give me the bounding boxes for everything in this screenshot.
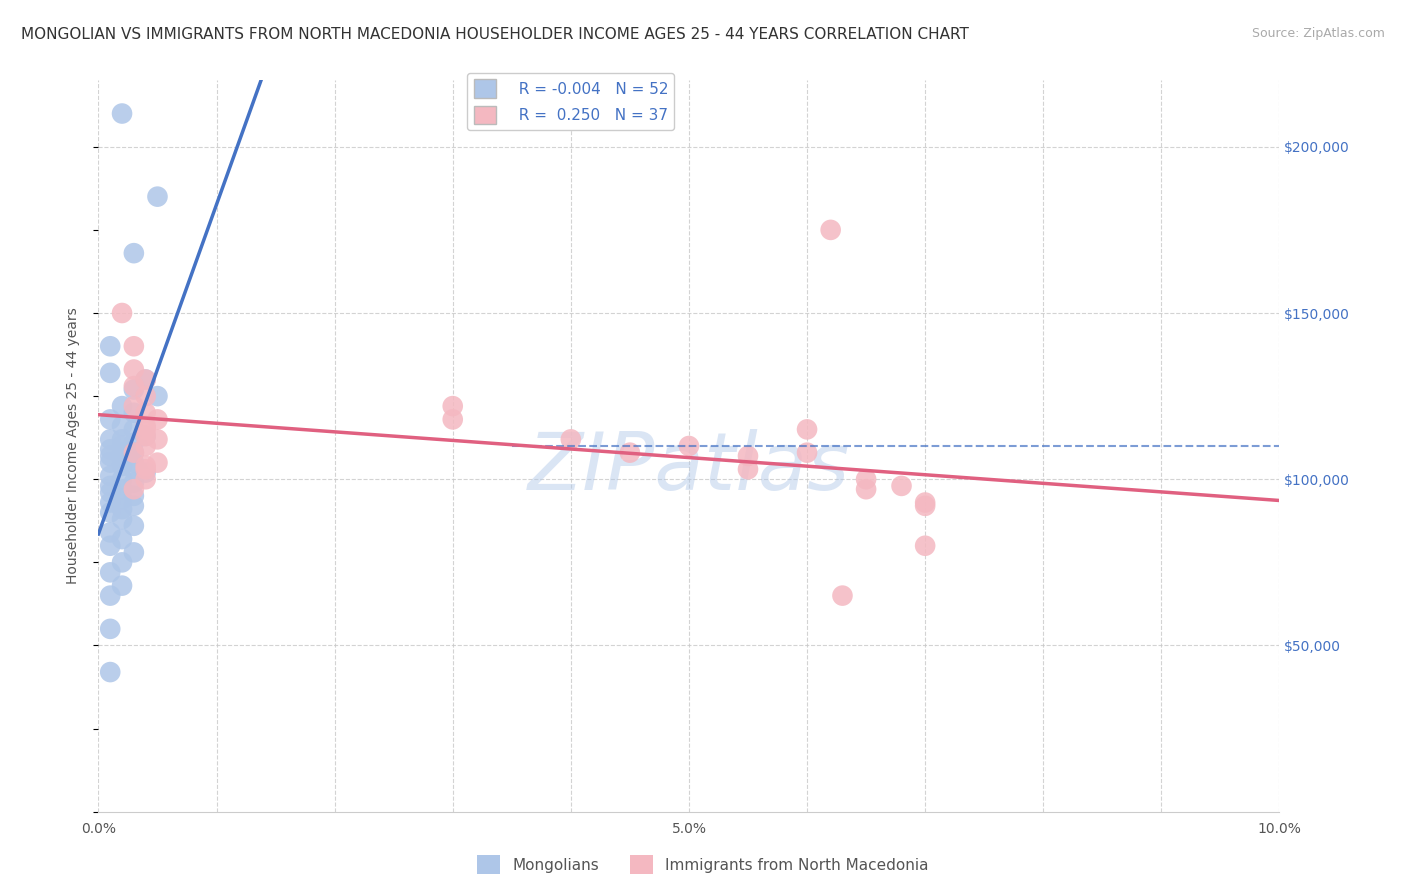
Point xyxy=(98,366,121,380)
Point xyxy=(146,433,169,447)
Point xyxy=(111,512,134,526)
Point xyxy=(111,399,134,413)
Point xyxy=(98,339,121,353)
Point xyxy=(111,419,134,434)
Point xyxy=(914,495,936,509)
Point xyxy=(441,399,464,413)
Point xyxy=(122,406,145,420)
Point xyxy=(135,458,157,473)
Point xyxy=(98,412,121,426)
Point xyxy=(122,339,145,353)
Point xyxy=(111,555,134,569)
Point xyxy=(122,456,145,470)
Point xyxy=(111,445,134,459)
Point xyxy=(122,462,145,476)
Y-axis label: Householder Income Ages 25 - 44 years: Householder Income Ages 25 - 44 years xyxy=(66,308,80,584)
Point xyxy=(98,525,121,540)
Point xyxy=(98,622,121,636)
Point xyxy=(98,469,121,483)
Point xyxy=(122,435,145,450)
Point xyxy=(890,479,912,493)
Point xyxy=(98,539,121,553)
Point xyxy=(122,489,145,503)
Point xyxy=(111,472,134,486)
Point xyxy=(122,445,145,459)
Point xyxy=(122,445,145,459)
Point xyxy=(146,456,169,470)
Point xyxy=(111,579,134,593)
Point xyxy=(135,419,157,434)
Point xyxy=(111,532,134,546)
Point xyxy=(831,589,853,603)
Point xyxy=(98,449,121,463)
Point xyxy=(135,462,157,476)
Point xyxy=(122,422,145,436)
Point xyxy=(560,433,582,447)
Point xyxy=(914,499,936,513)
Point xyxy=(146,412,169,426)
Point xyxy=(111,458,134,473)
Point xyxy=(122,482,145,496)
Point xyxy=(146,189,169,203)
Point xyxy=(122,545,145,559)
Point xyxy=(122,475,145,490)
Legend:   R = -0.004   N = 52,   R =  0.250   N = 37: R = -0.004 N = 52, R = 0.250 N = 37 xyxy=(467,73,675,130)
Point xyxy=(855,482,877,496)
Point xyxy=(98,442,121,457)
Point xyxy=(796,445,818,459)
Point xyxy=(135,429,157,443)
Point xyxy=(122,246,145,260)
Point xyxy=(135,429,157,443)
Point xyxy=(111,106,134,120)
Point xyxy=(111,482,134,496)
Point xyxy=(737,449,759,463)
Point xyxy=(796,422,818,436)
Point xyxy=(98,479,121,493)
Point xyxy=(914,539,936,553)
Point xyxy=(98,485,121,500)
Point xyxy=(98,589,121,603)
Point xyxy=(737,462,759,476)
Point xyxy=(111,433,134,447)
Legend: Mongolians, Immigrants from North Macedonia: Mongolians, Immigrants from North Macedo… xyxy=(471,849,935,880)
Text: Source: ZipAtlas.com: Source: ZipAtlas.com xyxy=(1251,27,1385,40)
Point xyxy=(678,439,700,453)
Point xyxy=(111,492,134,507)
Point xyxy=(98,456,121,470)
Point xyxy=(441,412,464,426)
Text: MONGOLIAN VS IMMIGRANTS FROM NORTH MACEDONIA HOUSEHOLDER INCOME AGES 25 - 44 YEA: MONGOLIAN VS IMMIGRANTS FROM NORTH MACED… xyxy=(21,27,969,42)
Point xyxy=(135,472,157,486)
Point xyxy=(135,466,157,480)
Point xyxy=(122,499,145,513)
Point xyxy=(146,389,169,403)
Point xyxy=(135,406,157,420)
Point xyxy=(135,439,157,453)
Point xyxy=(122,362,145,376)
Point xyxy=(98,566,121,580)
Point xyxy=(98,495,121,509)
Point xyxy=(122,518,145,533)
Point xyxy=(98,665,121,679)
Text: ZIPatlas: ZIPatlas xyxy=(527,429,851,507)
Point xyxy=(135,372,157,386)
Point xyxy=(122,399,145,413)
Point xyxy=(111,439,134,453)
Point xyxy=(98,433,121,447)
Point xyxy=(855,472,877,486)
Point xyxy=(135,389,157,403)
Point xyxy=(122,383,145,397)
Point xyxy=(111,502,134,516)
Point xyxy=(98,506,121,520)
Point xyxy=(135,422,157,436)
Point xyxy=(820,223,842,237)
Point xyxy=(135,372,157,386)
Point xyxy=(111,452,134,467)
Point xyxy=(122,379,145,393)
Point xyxy=(619,445,641,459)
Point xyxy=(111,306,134,320)
